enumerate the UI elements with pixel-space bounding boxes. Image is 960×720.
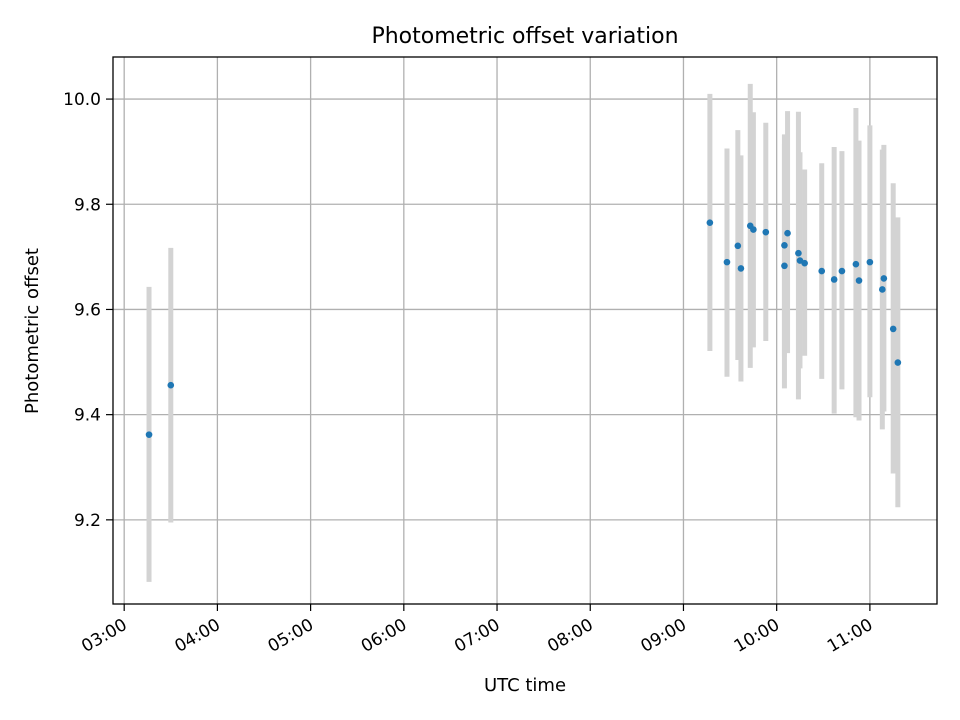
data-point <box>795 249 802 257</box>
data-point <box>830 276 838 283</box>
y-tick-label: 9.8 <box>74 195 101 215</box>
data-point <box>750 226 757 233</box>
data-point <box>852 260 860 268</box>
data-point <box>167 381 175 389</box>
data-point <box>706 219 714 226</box>
y-tick-label: 9.2 <box>74 511 101 531</box>
data-point <box>866 258 874 266</box>
data-point <box>838 267 846 275</box>
chart-title: Photometric offset variation <box>371 24 678 49</box>
plot-frame <box>112 56 938 605</box>
data-point <box>762 228 770 236</box>
data-point <box>889 325 897 333</box>
y-axis-ticks: 9.2 9.4 9.6 9.8 10.0 <box>63 90 113 531</box>
y-tick-label: 9.6 <box>74 300 101 320</box>
data-point <box>784 229 791 237</box>
data-point <box>818 267 826 275</box>
data-point <box>781 262 788 270</box>
data-point <box>894 359 902 366</box>
data-point <box>880 275 888 282</box>
x-axis-label: UTC time <box>484 675 566 696</box>
data-point <box>855 277 863 284</box>
y-tick-label: 10.0 <box>63 90 101 110</box>
data-point <box>145 431 153 438</box>
data-points <box>145 219 902 438</box>
y-tick-label: 9.4 <box>74 406 101 426</box>
data-point <box>801 259 808 267</box>
data-point <box>781 241 788 249</box>
data-point <box>737 265 745 272</box>
data-point <box>734 242 742 250</box>
data-point <box>879 286 886 293</box>
y-axis-label: Photometric offset <box>22 248 43 414</box>
data-point <box>723 258 731 266</box>
